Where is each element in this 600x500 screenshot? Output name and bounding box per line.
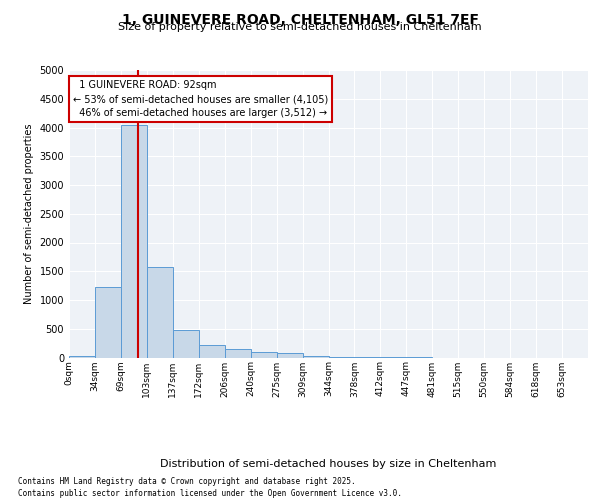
Text: Contains HM Land Registry data © Crown copyright and database right 2025.
Contai: Contains HM Land Registry data © Crown c… bbox=[18, 476, 402, 498]
Bar bbox=[277, 353, 302, 358]
Text: Size of property relative to semi-detached houses in Cheltenham: Size of property relative to semi-detach… bbox=[118, 22, 482, 32]
Bar bbox=[95, 288, 121, 358]
Bar bbox=[147, 266, 173, 358]
Bar bbox=[225, 350, 251, 358]
Bar bbox=[121, 125, 147, 358]
Bar bbox=[173, 330, 199, 357]
Bar bbox=[302, 356, 329, 358]
Bar bbox=[251, 352, 277, 358]
Y-axis label: Number of semi-detached properties: Number of semi-detached properties bbox=[24, 124, 34, 304]
Bar bbox=[69, 356, 95, 358]
Bar bbox=[199, 346, 224, 358]
X-axis label: Distribution of semi-detached houses by size in Cheltenham: Distribution of semi-detached houses by … bbox=[160, 459, 497, 469]
Text: 1, GUINEVERE ROAD, CHELTENHAM, GL51 7EF: 1, GUINEVERE ROAD, CHELTENHAM, GL51 7EF bbox=[121, 12, 479, 26]
Text: 1 GUINEVERE ROAD: 92sqm
← 53% of semi-detached houses are smaller (4,105)
  46% : 1 GUINEVERE ROAD: 92sqm ← 53% of semi-de… bbox=[73, 80, 328, 118]
Bar bbox=[329, 357, 355, 358]
